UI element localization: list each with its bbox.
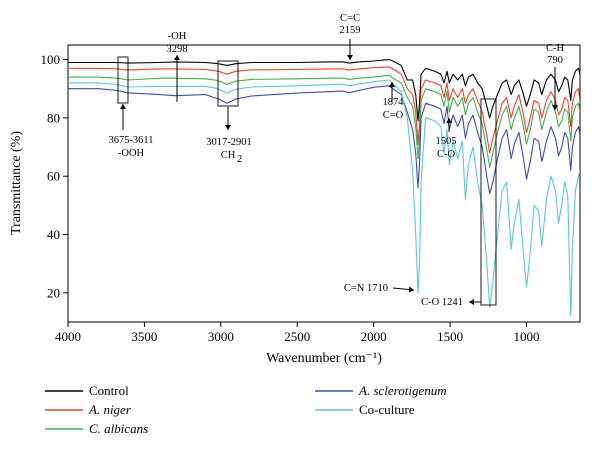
annotation-co1874-label: C=O <box>383 110 404 121</box>
y-axis-title: Transmittance (%) <box>9 131 24 235</box>
x-tick-label: 2000 <box>361 329 387 344</box>
annotation-cc-value: 2159 <box>340 25 361 36</box>
annotation-oh-arrow-head <box>174 55 180 60</box>
series-line-1 <box>68 66 580 154</box>
y-tick-label: 60 <box>47 169 60 184</box>
annotation-ooh-label: -OOH <box>118 148 145 159</box>
annotation-cn-arrow-head <box>408 286 414 293</box>
series-line-3 <box>68 85 580 195</box>
y-tick-label: 100 <box>41 52 61 67</box>
annotation-co1505-value: 1505 <box>436 136 457 147</box>
annotation-ooh-range: 3675-3611 <box>108 135 153 146</box>
annotation-co1874-value: 1874 <box>383 97 405 108</box>
series-line-4 <box>68 79 580 317</box>
x-tick-label: 3000 <box>208 329 234 344</box>
x-axis-title: Wavenumber (cm⁻¹) <box>266 351 382 366</box>
annotation-ch2-range: 3017-2901 <box>206 137 252 148</box>
y-tick-label: 20 <box>47 285 60 300</box>
annotation-ch-label: C-H <box>546 43 565 54</box>
annotation-ch2-subscript: 2 <box>237 154 242 165</box>
annotation-co1241-arrow-head <box>469 299 474 305</box>
x-tick-label: 1000 <box>514 329 540 344</box>
annotation-ch2-arrow-head <box>225 125 231 130</box>
annotation-ch-arrow-head <box>552 105 558 110</box>
annotation-co1874-arrow-head <box>389 82 395 87</box>
legend-label: A. niger <box>88 402 132 417</box>
annotation-ch2-label: CH <box>221 150 236 161</box>
legend-label: C. albicans <box>89 421 148 436</box>
annotation-co1241-label: C-O 1241 <box>421 297 463 308</box>
legend-label: A. sclerotigenum <box>358 383 447 398</box>
x-tick-label: 2500 <box>284 329 310 344</box>
annotation-ch-value: 790 <box>547 55 563 66</box>
legend-label: Co-culture <box>359 402 415 417</box>
plot-frame <box>67 44 581 323</box>
annotation-cc-label: C=C <box>340 13 360 24</box>
legend: Control A. niger C. albicans A. sclerotigen… <box>45 383 447 436</box>
y-tick-label: 80 <box>47 110 60 125</box>
x-tick-label: 4000 <box>55 329 81 344</box>
annotation-cc-arrow-head <box>347 55 353 60</box>
x-tick-label: 1500 <box>437 329 463 344</box>
annotation-co1241-box <box>480 98 497 306</box>
y-tick-label: 40 <box>47 227 60 242</box>
annotation-co1505-arrow-head <box>446 118 452 123</box>
x-tick-label: 3500 <box>131 329 157 344</box>
annotation-oh-label: -OH <box>168 31 187 42</box>
annotation-co1505-label: C-O <box>437 149 456 160</box>
annotation-ooh-arrow-head <box>120 104 126 109</box>
series-line-0 <box>68 59 580 122</box>
annotation-cn-label: C=N 1710 <box>344 283 388 294</box>
legend-label: Control <box>89 383 129 398</box>
annotation-ch2-box <box>217 60 239 107</box>
annotation-ooh-box <box>117 56 129 104</box>
annotation-oh-value: 3298 <box>167 44 188 55</box>
series-line-2 <box>68 74 580 169</box>
